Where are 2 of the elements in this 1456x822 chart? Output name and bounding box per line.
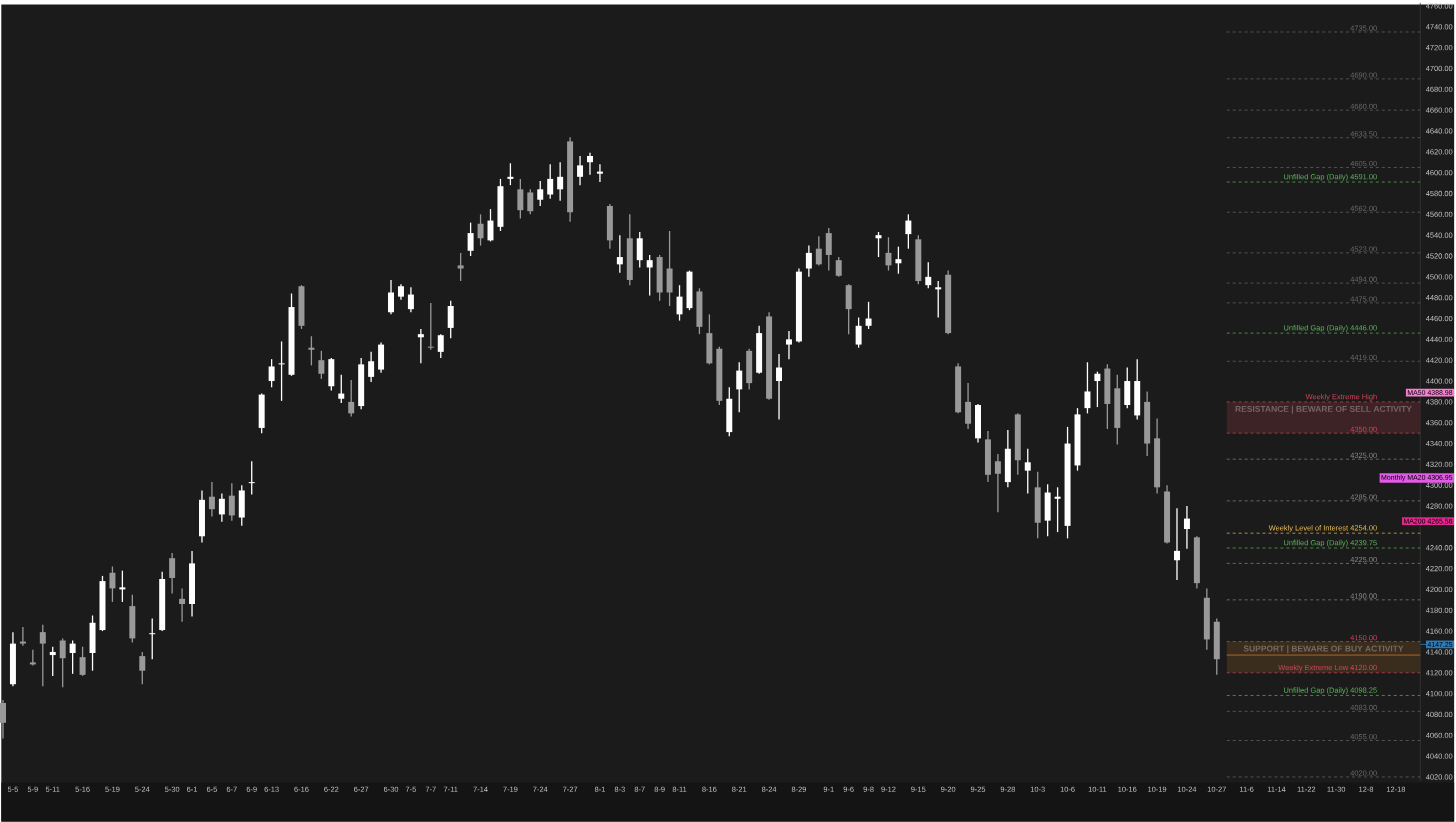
band-label: RESISTANCE | BEWARE OF SELL ACTIVITY (1235, 405, 1412, 414)
band-label: SUPPORT | BEWARE OF BUY ACTIVITY (1243, 645, 1404, 654)
